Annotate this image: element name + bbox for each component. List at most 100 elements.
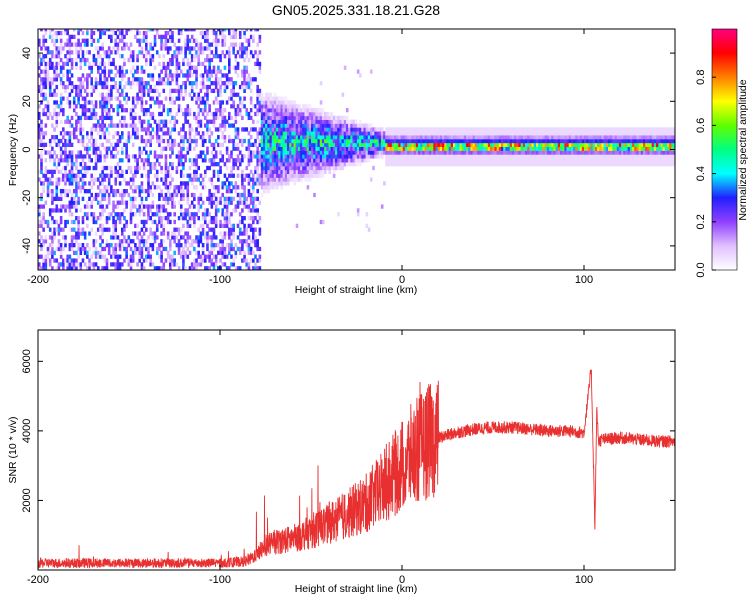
spectrogram-cell [568,131,572,136]
spectrogram-cell [487,142,491,148]
spectrogram-cell [241,185,244,190]
spectrogram-cell [385,142,388,148]
spectrogram-cell [228,30,231,36]
spectrogram-cell [546,158,550,163]
spectrogram-cell [535,162,539,167]
spectrogram-cell [579,127,583,132]
spectrogram-cell [103,96,107,101]
spectrogram-cell [343,119,347,124]
spectrogram-cell [212,119,216,124]
spectrogram-cell [38,262,41,267]
spectrogram-cell [234,92,238,97]
spectrogram-cell [230,77,233,82]
spectrogram-cell [214,150,218,155]
spectrogram-cell [169,81,172,86]
spectrogram-cell [273,111,277,117]
spectrogram-cell [166,46,170,51]
spectrogram-cell [245,46,249,51]
spectrogram-cell [302,138,305,144]
spectrogram-cell [230,231,233,236]
spectrogram-cell [542,146,546,151]
spectrogram-cell [568,162,572,167]
spectrogram-cell [140,254,144,259]
spectrogram-cell [584,162,587,167]
spectrogram-cell [162,65,166,70]
spectrogram-cell [62,235,65,240]
spectrogram-cell [511,150,515,155]
spectrogram-cell [193,196,196,201]
spectrogram-cell [271,100,275,105]
spectrogram-cell [564,138,567,144]
spectrogram-cell [62,262,65,267]
spectrogram-cell [162,77,166,82]
spectrogram-cell [234,250,238,255]
spectrogram-cell [577,154,581,159]
spectrogram-cell [260,192,264,198]
spectrogram-cell [186,200,190,205]
spectrogram-cell [503,127,506,132]
spectrogram-cell [83,61,87,67]
spectrogram-cell [158,123,161,128]
spectrogram-cell [81,50,85,55]
spectrogram-cell [557,146,561,151]
spectrogram-cell [245,204,249,209]
spectrogram-cell [350,135,353,140]
spectrogram-cell [55,196,59,201]
spectrogram-cell [282,127,286,132]
spectrogram-cell [306,108,310,113]
spectrogram-cell [267,181,270,186]
spectrogram-cell [494,146,498,151]
spectrogram-cell [68,212,72,217]
spectrogram-cell [140,96,144,101]
spectrogram-cell [470,138,474,144]
spectrogram-cell [509,142,513,148]
spectrogram-cell [326,150,329,155]
spectrogram-cell [40,181,43,186]
spectrogram-cell [72,96,76,101]
spectrogram-cell [365,135,369,140]
spectrogram-cell [162,88,166,94]
spectrogram-cell [402,131,406,136]
spectrogram-cell [68,92,72,97]
spectrogram-cell [214,34,218,40]
spectrogram-cell [540,131,543,136]
spectrogram-cell [315,158,318,163]
spectrogram-cell [129,246,133,252]
spectrogram-cell [306,146,310,151]
spectrogram-cell [145,46,148,51]
spectrogram-cell [374,131,377,136]
spectrogram-cell [365,150,369,155]
spectrogram-cell [562,158,565,163]
spectrogram-cell [151,192,155,198]
spectrogram-cell [182,266,185,270]
spectrogram-cell [470,142,474,148]
spectrogram-cell [92,150,96,155]
spectrogram-cell [99,216,102,221]
spectrogram-cell [72,173,76,178]
spectrogram-cell [55,181,59,186]
spectrogram-cell [48,258,52,263]
spectrogram-cell [68,42,72,47]
spectrogram-cell [304,123,308,128]
spectrogram-cell [555,146,559,151]
spectrogram-cell [112,46,115,51]
spectrogram-cell [293,162,297,167]
spectrogram-cell [232,34,235,40]
spectrogram-cell [254,208,257,213]
spectrogram-cell [86,165,89,171]
spectrogram-cell [372,154,375,159]
spectrogram-cell [343,150,347,155]
spectrogram-cell [267,123,270,128]
spectrogram-cell [455,142,458,148]
spectrogram-cell [62,204,65,209]
spectrogram-cell [72,204,76,209]
spectrogram-cell [103,227,107,232]
spectrogram-cell [114,142,118,148]
spectrogram-cell [219,219,222,225]
spectrogram-cell [127,243,131,248]
spectrogram-cell [214,262,218,267]
spectrogram-cell [101,246,104,252]
spectrogram-cell [140,38,144,43]
spectrogram-cell [48,81,52,86]
spectrogram-cell [112,61,115,67]
